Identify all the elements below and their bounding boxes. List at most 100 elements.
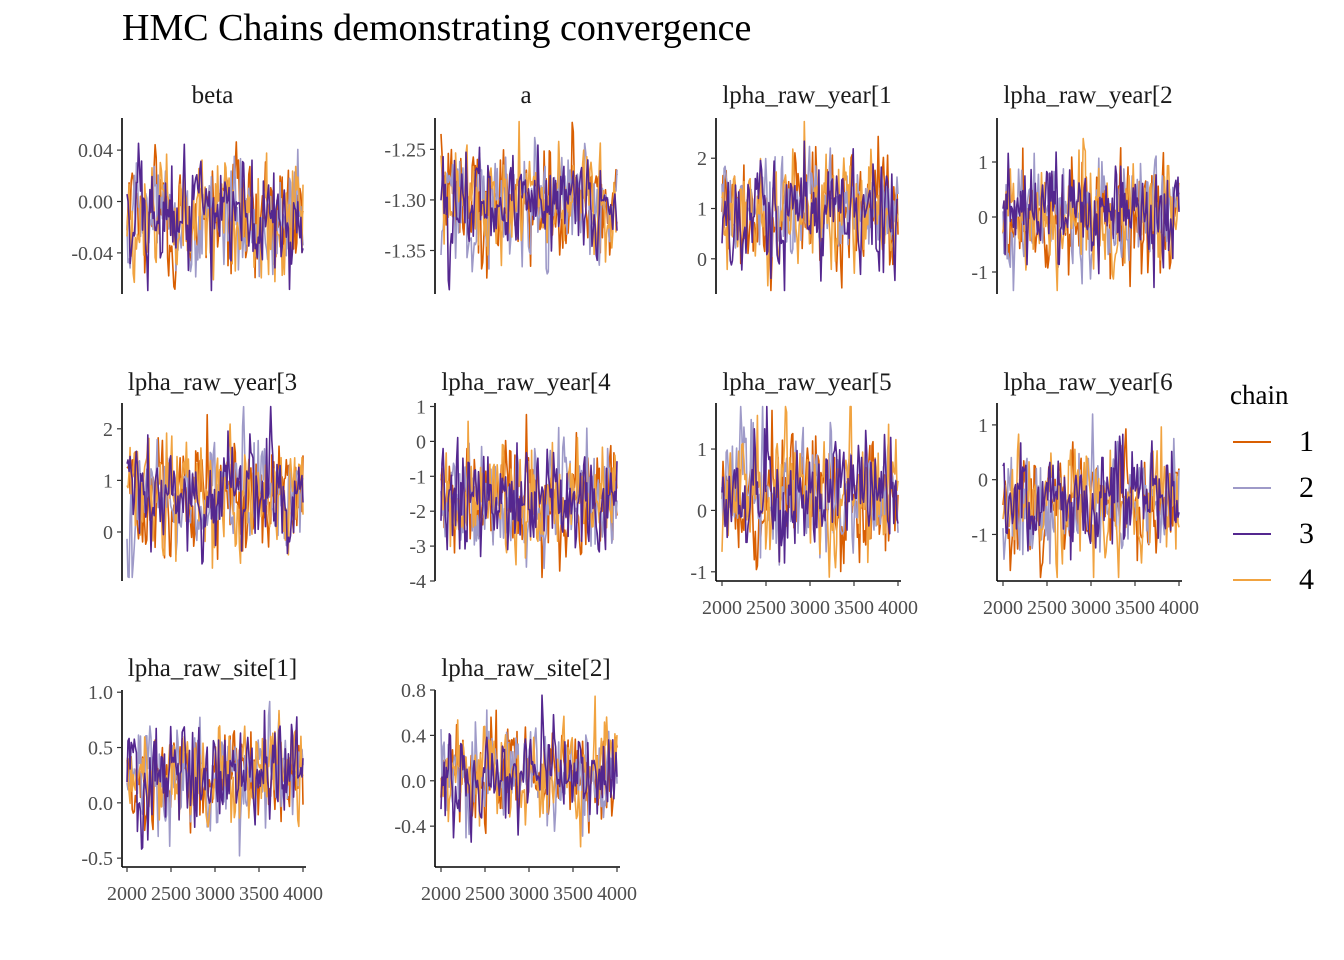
x-tick-label: 4000 [878, 597, 918, 619]
chain-3-trace [126, 142, 304, 292]
chain-4-trace [440, 120, 618, 267]
trace-panel: lpha_raw_year[1 0 1 2 [697, 82, 899, 294]
y-tick-label: -0.4 [394, 816, 426, 838]
y-tick-label: 0.8 [401, 680, 426, 702]
chain-legend: chain 1 2 3 4 [1230, 380, 1314, 603]
x-tick-label: 2000 [702, 597, 742, 619]
chain-3-trace [1002, 433, 1180, 561]
trace-panel: a -1.35 -1.30 -1.25 [384, 82, 618, 294]
x-tick-label: 2000 [421, 883, 461, 905]
y-tick-label: 0.5 [88, 738, 113, 760]
x-tick-label: 3000 [1071, 597, 1111, 619]
panel-strip-label: lpha_raw_site[2] [441, 655, 610, 682]
chain-2-trace [721, 405, 899, 566]
legend-item-3: 3 [1230, 511, 1314, 557]
y-tick-label: 0.0 [88, 793, 113, 815]
x-tick-label: 2500 [746, 597, 786, 619]
panel-strip-label: lpha_raw_year[5 [722, 369, 891, 396]
y-tick-label: -1 [971, 262, 988, 284]
y-tick-label: 0 [978, 207, 988, 229]
x-tick-label: 2500 [465, 883, 505, 905]
y-tick-label: 1 [697, 439, 707, 461]
legend-label: 2 [1299, 471, 1314, 504]
chain-3-trace [721, 140, 899, 292]
legend-item-2: 2 [1230, 465, 1314, 511]
legend-key-swatch [1233, 441, 1271, 443]
y-tick-label: -2 [409, 501, 426, 523]
y-tick-label: 1 [978, 152, 988, 174]
panel-strip-label: lpha_raw_year[2 [1003, 82, 1172, 109]
y-tick-label: -3 [409, 536, 426, 558]
x-tick-label: 4000 [283, 883, 323, 905]
y-tick-label: 1 [103, 470, 113, 492]
y-tick-label: -0.04 [71, 243, 113, 265]
x-tick-label: 2000 [107, 883, 147, 905]
y-tick-label: -1 [971, 524, 988, 546]
chain-1-trace [440, 121, 618, 279]
chain-3-trace [440, 144, 618, 291]
legend-label: 3 [1299, 517, 1314, 550]
y-tick-label: -1.30 [384, 190, 426, 212]
trace-panel: lpha_raw_year[2 -1 0 1 [971, 82, 1180, 294]
x-tick-label: 3000 [790, 597, 830, 619]
y-tick-label: -1 [409, 466, 426, 488]
x-tick-label: 3000 [509, 883, 549, 905]
y-tick-label: 0 [103, 522, 113, 544]
x-tick-label: 3500 [834, 597, 874, 619]
x-tick-label: 4000 [1159, 597, 1199, 619]
legend-item-4: 4 [1230, 557, 1314, 603]
y-tick-label: 0.0 [401, 771, 426, 793]
x-tick-label: 2000 [983, 597, 1023, 619]
trace-panel: lpha_raw_year[3 0 1 2 [103, 369, 304, 581]
y-tick-label: -1.25 [384, 139, 426, 161]
y-tick-label: 2 [697, 148, 707, 170]
panel-strip-label: lpha_raw_year[6 [1003, 369, 1172, 396]
trace-panel: lpha_raw_year[5 -1 0 1 2000 2500 3000 3500 4000 [690, 369, 918, 619]
y-tick-label: 0.4 [401, 725, 426, 747]
panel-strip-label: lpha_raw_site[1] [128, 655, 297, 682]
legend-key-swatch [1233, 487, 1271, 489]
panel-strip-label: lpha_raw_year[1 [722, 82, 891, 109]
x-tick-label: 4000 [597, 883, 637, 905]
y-tick-label: -1 [690, 562, 707, 584]
chain-3-trace [440, 436, 618, 558]
chain-3-trace [721, 405, 899, 564]
panel-strip-label: lpha_raw_year[3 [128, 369, 297, 396]
legend-key-swatch [1233, 533, 1271, 535]
panel-strip-label: beta [192, 82, 234, 109]
trace-panel: lpha_raw_year[4 -4 -3 -2 -1 0 1 [409, 369, 618, 593]
trace-panel: lpha_raw_year[6 -1 0 1 2000 2500 3000 3500 4000 [971, 369, 1199, 619]
y-tick-label: 0 [978, 470, 988, 492]
legend-title: chain [1230, 380, 1289, 410]
y-tick-label: 1 [697, 199, 707, 221]
x-tick-label: 3000 [195, 883, 235, 905]
y-tick-label: 0.00 [78, 192, 113, 214]
y-tick-label: 0 [697, 249, 707, 271]
legend-item-1: 1 [1230, 419, 1314, 465]
y-tick-label: 0.04 [78, 140, 113, 162]
y-tick-label: -1.35 [384, 241, 426, 263]
y-tick-label: -0.5 [81, 848, 113, 870]
y-tick-label: -4 [409, 571, 426, 593]
x-tick-label: 3500 [239, 883, 279, 905]
y-tick-label: 0 [416, 431, 426, 453]
x-tick-label: 2500 [1027, 597, 1067, 619]
plot-title: HMC Chains demonstrating convergence [122, 7, 752, 49]
y-tick-label: 0 [697, 500, 707, 522]
legend-label: 1 [1299, 425, 1314, 458]
x-tick-label: 3500 [1115, 597, 1155, 619]
x-tick-label: 3500 [553, 883, 593, 905]
panel-strip-label: a [520, 82, 531, 109]
legend-key-swatch [1233, 579, 1271, 581]
trace-panel: beta -0.04 0.00 0.04 [71, 82, 304, 294]
chain-3-trace [126, 709, 304, 850]
y-tick-label: 1 [978, 415, 988, 437]
y-tick-label: 2 [103, 419, 113, 441]
trace-panel: lpha_raw_site[2] -0.4 0.0 0.4 0.8 2000 2500 300… [394, 655, 637, 905]
trace-panel: lpha_raw_site[1] -0.5 0.0 0.5 1.0 2000 2500 300… [81, 655, 323, 905]
chain-3-trace [440, 694, 618, 843]
legend-label: 4 [1299, 563, 1314, 596]
chain-3-trace [126, 405, 304, 565]
y-tick-label: 1 [416, 396, 426, 418]
